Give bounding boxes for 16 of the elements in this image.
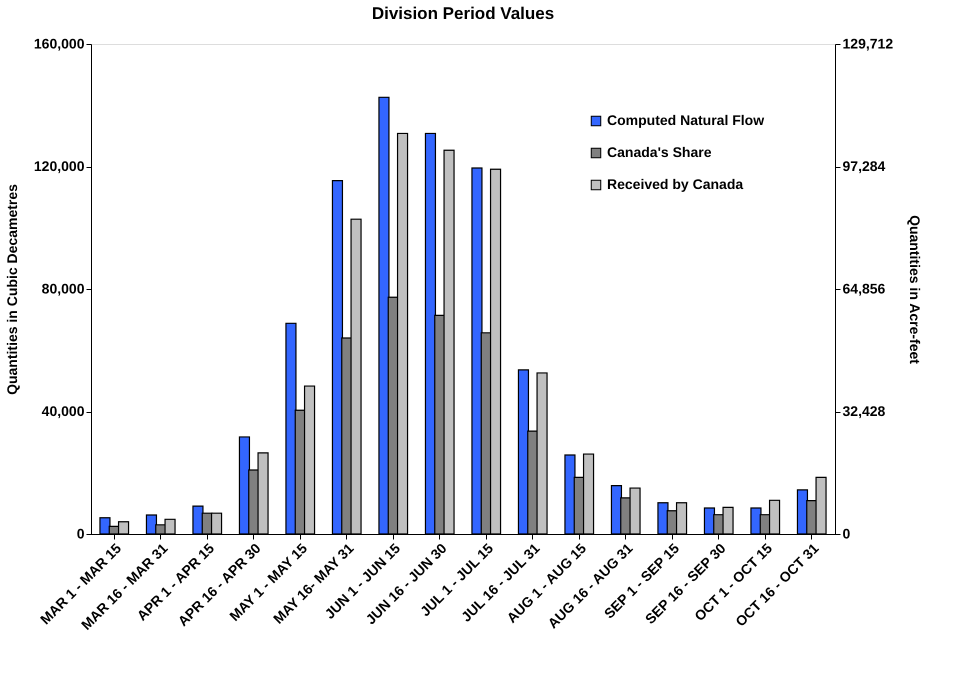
y2-tick-label: 97,284: [842, 158, 886, 174]
y2-tick-label: 0: [842, 526, 850, 542]
y-tick-label: 0: [76, 526, 85, 542]
y2-tick-label: 32,428: [842, 403, 886, 419]
y2-tick-label: 64,856: [842, 280, 886, 296]
y2-axis-title: Quantities in Acre-feet: [907, 215, 924, 364]
y-tick-label: 160,000: [34, 36, 85, 52]
y2-tick-label: 129,712: [842, 36, 894, 52]
y-tick-label: 80,000: [42, 280, 85, 296]
y-tick-label: 120,000: [34, 158, 85, 174]
legend-label: Computed Natural Flow: [607, 112, 764, 128]
y-tick-label: 40,000: [42, 403, 85, 419]
legend-label: Received by Canada: [607, 176, 744, 192]
y-axis-title: Quantities in Cubic Decametres: [4, 184, 20, 395]
legend-label: Canada's Share: [607, 144, 712, 160]
chart-title: Division Period Values: [372, 4, 554, 23]
